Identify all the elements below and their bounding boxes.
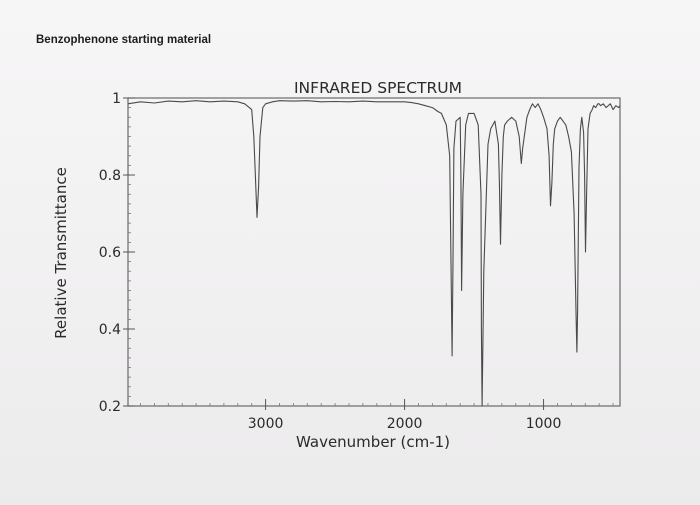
spectrum-line	[127, 100, 621, 407]
y-tick-label: 0.6	[99, 245, 121, 261]
y-tick-label: 0.2	[99, 399, 121, 415]
plot-frame	[127, 97, 621, 407]
x-tick-label: 2000	[387, 416, 423, 432]
x-axis-label: Wavenumber (cm-1)	[296, 433, 450, 451]
y-tick-label: 1	[112, 91, 121, 107]
x-tick-label: 1000	[526, 416, 562, 432]
chart-title: INFRARED SPECTRUM	[294, 79, 462, 97]
x-tick-label: 3000	[248, 416, 284, 432]
y-tick-label: 0.4	[99, 322, 121, 338]
figure-caption: Benzophenone starting material	[36, 34, 212, 46]
y-tick-label: 0.8	[99, 168, 121, 184]
y-axis: 0.2 0.4 0.6 0.8 1	[99, 91, 135, 415]
plot-border	[127, 97, 621, 407]
y-axis-label: Relative Transmittance	[52, 167, 70, 339]
series-layer	[127, 100, 621, 407]
x-axis: 3000 2000 1000	[140, 399, 614, 432]
